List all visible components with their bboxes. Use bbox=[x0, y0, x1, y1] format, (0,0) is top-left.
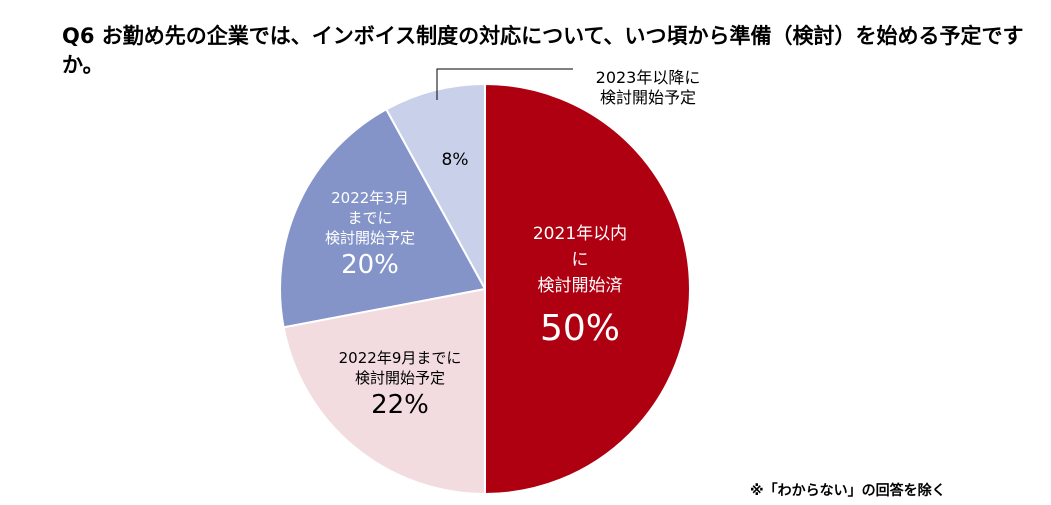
label-line: に bbox=[571, 250, 589, 270]
pie-slice bbox=[282, 287, 486, 496]
label-line: 検討開始予定 bbox=[324, 229, 416, 247]
footnote: ※「わからない」の回答を除く bbox=[750, 483, 946, 499]
slice-label: 2022年9月までに 検討開始予定 22% bbox=[339, 348, 462, 422]
label-line: 検討開始予定 bbox=[599, 88, 697, 107]
label-line: 2022年9月までに bbox=[338, 349, 462, 367]
chart-title: Q6 お勤め先の企業では、インボイス制度の対応について、いつ頃から準備（検討）を… bbox=[62, 24, 1024, 77]
label-line: までに bbox=[347, 209, 393, 227]
label-line: 2022年3月 bbox=[331, 189, 409, 207]
label-line: 検討開始済 bbox=[537, 276, 623, 296]
label-line: 2023年以降に bbox=[595, 68, 701, 87]
pie-slice bbox=[384, 82, 486, 290]
label-line: 2021年以内 bbox=[532, 224, 628, 244]
slice-pct-label: 50% bbox=[539, 308, 621, 349]
slice-pct-label: 22% bbox=[371, 390, 429, 420]
slice-label: 2021年以内に検討開始済 50% bbox=[533, 221, 627, 359]
pie-slice bbox=[279, 107, 487, 329]
slice-pct-label: 8% bbox=[441, 150, 469, 170]
pie-slice bbox=[484, 82, 691, 496]
leader-line bbox=[436, 68, 573, 100]
label-line: 検討開始予定 bbox=[354, 369, 445, 387]
slice-pct-label: 20% bbox=[341, 250, 399, 280]
slice-label: 2023年以降に 検討開始予定 bbox=[596, 68, 701, 108]
slice-label: 2022年3月 までに検討開始予定 20% bbox=[325, 188, 415, 282]
